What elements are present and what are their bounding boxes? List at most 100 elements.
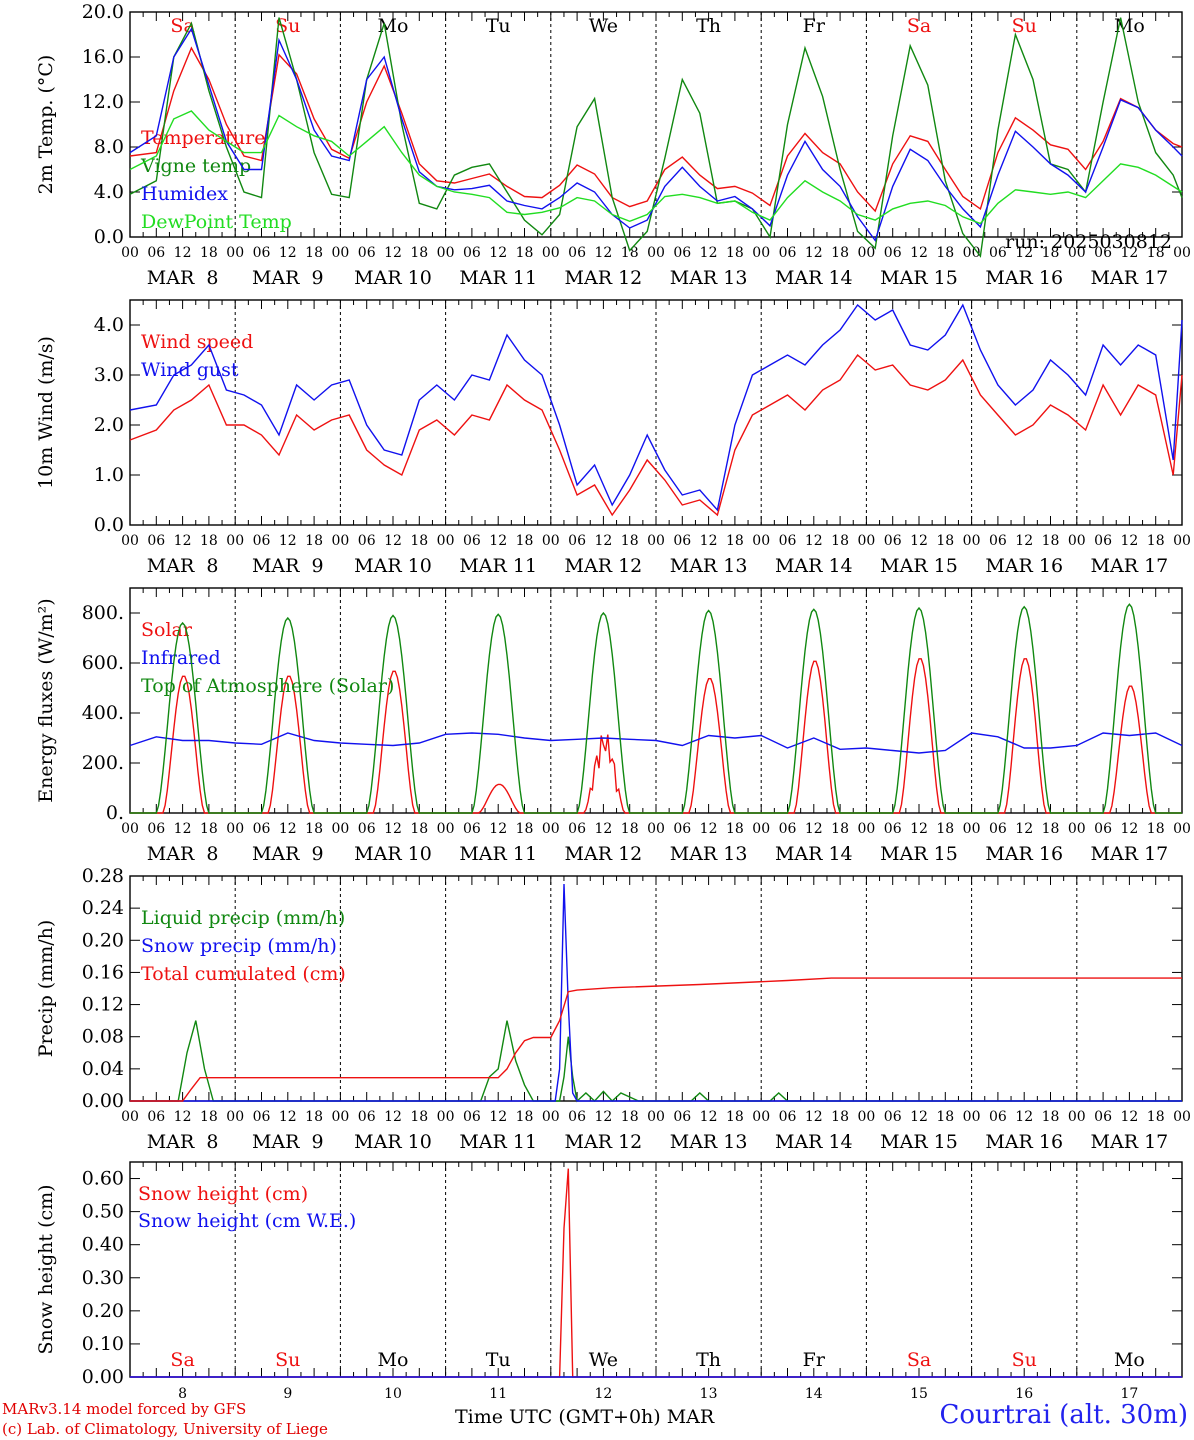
date-label: 11 (489, 1386, 507, 1402)
hour-tick-label: 06 (884, 245, 902, 261)
date-label: 17 (1120, 1386, 1138, 1402)
date-label: 10 (384, 1386, 402, 1402)
date-label: MAR 12 (565, 555, 643, 577)
hour-tick-label: 06 (989, 1109, 1007, 1125)
date-label: 16 (1015, 1386, 1033, 1402)
day-label: We (589, 1349, 618, 1371)
hour-tick-label: 00 (857, 533, 875, 549)
day-label: Fr (803, 1349, 826, 1371)
hour-tick-label: 18 (1147, 1109, 1165, 1125)
date-label: 14 (805, 1386, 823, 1402)
date-label: MAR 8 (147, 555, 219, 577)
series-line-blue (129, 27, 1183, 242)
hour-tick-label: 12 (279, 245, 297, 261)
date-label: MAR 12 (565, 843, 643, 865)
hour-tick-label: 00 (542, 245, 560, 261)
hour-tick-label: 06 (463, 821, 481, 837)
hour-tick-label: 06 (1094, 821, 1112, 837)
date-label: 8 (178, 1386, 187, 1402)
hour-tick-label: 12 (1120, 245, 1138, 261)
hour-tick-label: 12 (805, 245, 823, 261)
hour-tick-label: 00 (963, 821, 981, 837)
day-label: Th (696, 15, 721, 37)
hour-tick-label: 06 (779, 245, 797, 261)
hour-tick-label: 06 (568, 533, 586, 549)
hour-tick-label: 18 (1042, 245, 1060, 261)
day-label: Su (275, 15, 300, 37)
legend-entry: Snow height (cm W.E.) (138, 1210, 356, 1232)
hour-tick-label: 00 (437, 533, 455, 549)
hour-tick-label: 18 (200, 533, 218, 549)
hour-tick-label: 00 (752, 1109, 770, 1125)
legend-entry: DewPoint Temp (141, 211, 292, 233)
panel-snow: 0.00 0.10 0.20 0.30 0.40 0.50 0.60 Snow height … (35, 1161, 1183, 1402)
day-label: Mo (378, 15, 409, 37)
hour-tick-label: 00 (121, 533, 139, 549)
hour-tick-label: 06 (463, 533, 481, 549)
date-label: MAR 17 (1091, 555, 1169, 577)
y-tick-label: 4.0 (94, 181, 124, 203)
hour-tick-label: 06 (1094, 1109, 1112, 1125)
series-line-green (130, 603, 1182, 814)
y-tick-label: 0.20 (82, 929, 124, 951)
date-label: MAR 9 (252, 267, 324, 289)
y-axis-label: Energy fluxes (W/m²) (35, 598, 57, 802)
y-tick-label: 20.0 (82, 1, 124, 23)
hour-tick-label: 00 (1068, 821, 1086, 837)
y-tick-label: 0.50 (82, 1201, 124, 1223)
series-line-red (130, 977, 1182, 1102)
day-label: We (589, 15, 618, 37)
hour-tick-label: 18 (1042, 533, 1060, 549)
hour-tick-label: 18 (726, 1109, 744, 1125)
hour-tick-label: 12 (805, 1109, 823, 1125)
hour-tick-label: 12 (384, 821, 402, 837)
hour-tick-label: 00 (1173, 821, 1191, 837)
y-tick-label: 0.24 (82, 897, 124, 919)
date-label: MAR 11 (459, 843, 537, 865)
date-label: MAR 13 (670, 843, 748, 865)
hour-tick-label: 00 (437, 245, 455, 261)
day-label: Sa (170, 1349, 194, 1371)
hour-tick-label: 00 (121, 245, 139, 261)
date-label: MAR 14 (775, 843, 853, 865)
date-label: MAR 9 (252, 555, 324, 577)
legend-entry: Vigne temp (140, 155, 251, 177)
hour-tick-label: 06 (884, 821, 902, 837)
day-label: Su (275, 1349, 300, 1371)
y-tick-label: 0.00 (82, 1090, 124, 1112)
hour-tick-label: 12 (910, 245, 928, 261)
hour-tick-label: 00 (331, 533, 349, 549)
hour-tick-label: 12 (279, 821, 297, 837)
hour-tick-label: 12 (805, 533, 823, 549)
hour-tick-label: 00 (121, 1109, 139, 1125)
series-line-lightgreen (129, 110, 1183, 225)
hour-tick-label: 06 (673, 533, 691, 549)
day-label: Sa (907, 15, 931, 37)
hour-tick-label: 12 (174, 1109, 192, 1125)
hour-tick-label: 18 (831, 533, 849, 549)
panel-wind: 0.0 1.0 2.0 3.0 4.0 10m Wind (m/s) 00 06 12 18 00 0… (35, 299, 1191, 577)
hour-tick-label: 00 (1173, 245, 1191, 261)
hour-tick-label: 06 (779, 533, 797, 549)
hour-tick-label: 06 (147, 245, 165, 261)
series-line-blue (130, 883, 1182, 1102)
hour-tick-label: 12 (174, 245, 192, 261)
hour-tick-label: 12 (594, 245, 612, 261)
hour-tick-label: 18 (621, 1109, 639, 1125)
day-label: Sa (907, 1349, 931, 1371)
y-axis-label: 10m Wind (m/s) (35, 336, 57, 489)
hour-tick-label: 18 (1042, 1109, 1060, 1125)
date-label: 15 (910, 1386, 928, 1402)
hour-tick-label: 18 (305, 821, 323, 837)
y-tick-label: 0.10 (82, 1333, 124, 1355)
y-tick-label: 16.0 (82, 46, 124, 68)
y-tick-label: 0.16 (82, 961, 124, 983)
hour-tick-label: 12 (594, 1109, 612, 1125)
date-label: 12 (594, 1386, 612, 1402)
y-tick-label: 0. (106, 802, 124, 824)
plot-frame (129, 299, 1183, 526)
hour-tick-label: 18 (200, 245, 218, 261)
date-label: 9 (283, 1386, 292, 1402)
hour-tick-label: 00 (226, 245, 244, 261)
date-label: MAR 14 (775, 555, 853, 577)
